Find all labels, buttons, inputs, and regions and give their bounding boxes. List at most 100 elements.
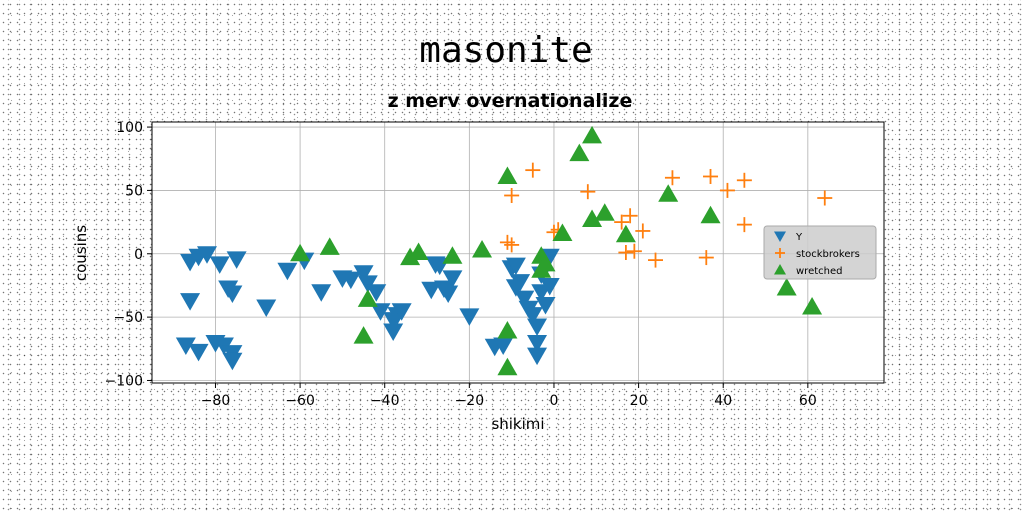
series-wretched xyxy=(290,125,823,376)
data-point xyxy=(391,303,412,321)
data-point xyxy=(319,237,340,255)
data-point xyxy=(497,321,518,339)
legend-label: stockbrokers xyxy=(796,249,860,260)
legend-label: Y xyxy=(795,232,803,243)
data-point xyxy=(209,256,230,274)
data-point xyxy=(497,357,518,376)
data-marks xyxy=(175,125,833,376)
legend-marker xyxy=(774,264,786,275)
data-point xyxy=(438,285,459,304)
data-point xyxy=(527,318,548,336)
data-point xyxy=(664,170,680,186)
data-point xyxy=(370,303,391,321)
data-point xyxy=(383,323,404,342)
chart-subtitle: z merv overnationalize xyxy=(388,90,633,112)
data-point xyxy=(535,296,556,315)
y-tick-label: 0 xyxy=(134,247,143,263)
plot-area xyxy=(151,121,885,384)
data-point xyxy=(514,290,535,309)
data-point xyxy=(256,299,277,317)
data-point xyxy=(505,257,526,276)
data-point xyxy=(635,223,651,239)
data-point xyxy=(442,270,463,288)
data-point xyxy=(493,337,514,355)
data-point xyxy=(472,239,493,258)
legend-marker xyxy=(774,231,786,242)
y-axis-ticks: −100 −50 0 50 100 xyxy=(105,120,152,389)
legend-box xyxy=(763,225,877,280)
legend-label: wretched xyxy=(796,266,842,277)
y-tick-label: −100 xyxy=(105,373,143,389)
data-point xyxy=(719,182,735,198)
data-point xyxy=(290,243,311,262)
x-tick-label: 0 xyxy=(550,393,559,409)
y-tick-label: −50 xyxy=(113,310,143,326)
grid-lines xyxy=(152,122,884,383)
data-point xyxy=(197,246,218,264)
plot-background xyxy=(152,122,884,383)
data-point xyxy=(569,143,590,162)
data-point xyxy=(580,184,596,200)
data-point xyxy=(421,281,442,300)
data-point xyxy=(622,208,638,224)
data-point xyxy=(527,347,548,366)
data-point xyxy=(522,307,543,325)
data-point xyxy=(357,289,378,307)
chart-suptitle: masonite xyxy=(419,30,592,71)
data-point xyxy=(222,285,243,304)
x-tick-label: 20 xyxy=(630,393,648,409)
data-point xyxy=(552,223,573,241)
data-point xyxy=(510,274,531,292)
data-point xyxy=(700,205,721,224)
data-point xyxy=(658,184,679,202)
data-point xyxy=(594,203,615,221)
x-axis-label: shikimi xyxy=(491,415,544,433)
data-point xyxy=(400,247,421,266)
data-point xyxy=(222,352,243,371)
data-point xyxy=(188,343,209,362)
data-point xyxy=(817,190,833,206)
data-point xyxy=(535,253,556,272)
data-point xyxy=(614,214,630,230)
data-point xyxy=(459,308,480,326)
y-tick-label: 100 xyxy=(116,120,143,136)
data-point xyxy=(648,252,664,268)
data-point xyxy=(582,125,603,144)
data-point xyxy=(736,172,752,188)
data-point xyxy=(703,168,719,184)
x-tick-label: 60 xyxy=(799,393,817,409)
data-point xyxy=(353,326,374,344)
data-point xyxy=(525,162,541,178)
x-tick-label: −40 xyxy=(370,393,400,409)
data-point xyxy=(504,237,520,253)
data-point xyxy=(353,265,374,283)
data-point xyxy=(736,217,752,233)
data-point xyxy=(615,224,636,243)
y-tick-label: 50 xyxy=(125,183,143,199)
data-point xyxy=(582,209,603,228)
data-point xyxy=(776,277,797,296)
data-point xyxy=(180,293,201,311)
x-tick-label: −60 xyxy=(285,393,315,409)
x-tick-label: 40 xyxy=(714,393,732,409)
data-point xyxy=(226,251,247,269)
data-point xyxy=(175,337,196,355)
x-axis-ticks: −80 −60 −40 −20 0 20 40 60 xyxy=(201,383,817,409)
data-point xyxy=(180,253,201,272)
data-point xyxy=(497,166,518,184)
x-tick-label: −20 xyxy=(455,393,485,409)
data-point xyxy=(626,243,642,259)
data-point xyxy=(311,284,332,302)
data-point xyxy=(277,262,298,281)
data-point xyxy=(504,187,520,203)
data-point xyxy=(527,334,548,353)
y-axis-label: cousins xyxy=(72,225,90,281)
legend-marker xyxy=(775,248,785,258)
data-point xyxy=(539,277,560,296)
plot-frame xyxy=(151,121,885,384)
data-point xyxy=(357,275,378,293)
data-point xyxy=(408,242,429,260)
data-point xyxy=(366,284,387,302)
